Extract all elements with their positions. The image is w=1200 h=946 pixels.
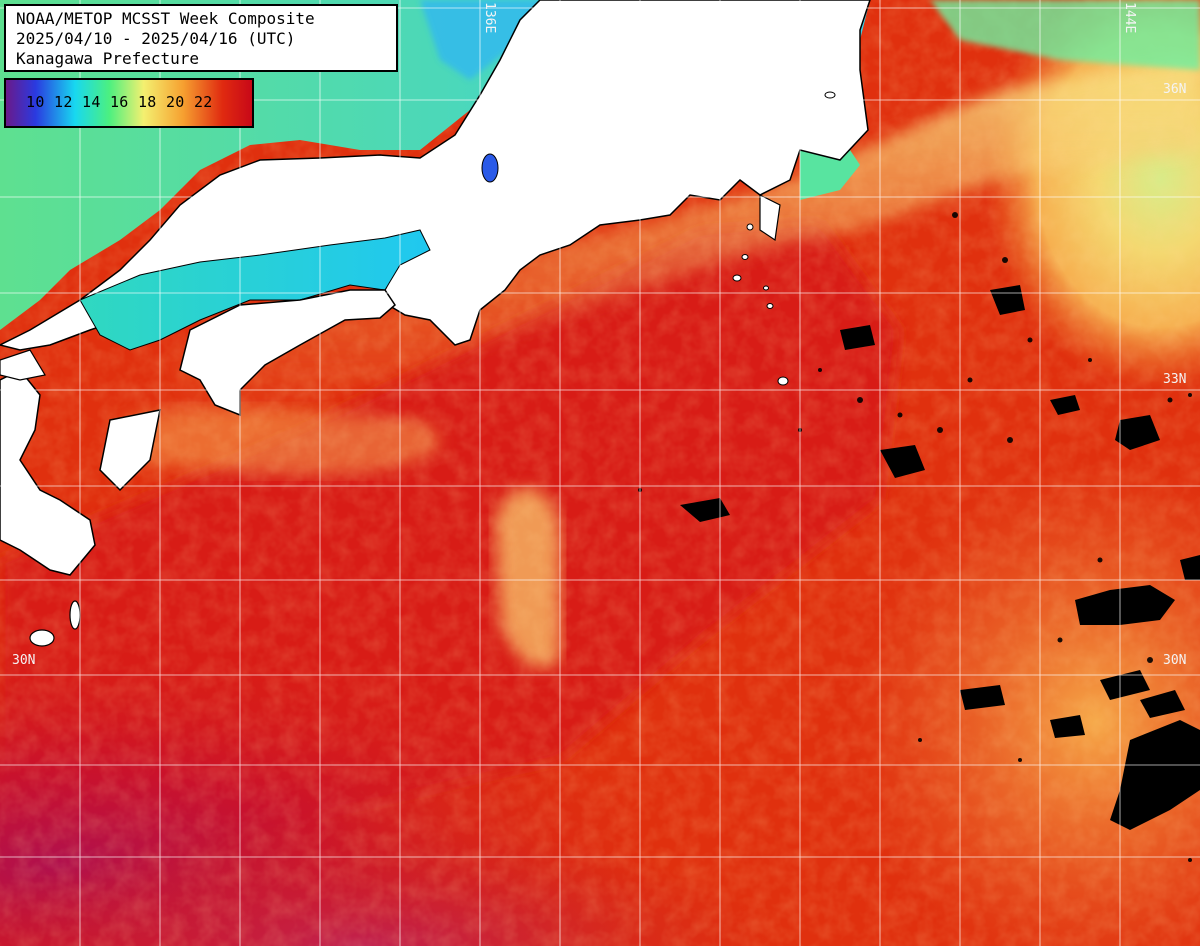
- title-box: NOAA/METOP MCSST Week Composite 2025/04/…: [4, 4, 398, 72]
- inland-sea: [79, 229, 431, 351]
- lon-label-136e: 136E: [482, 2, 497, 34]
- island: [29, 629, 55, 647]
- title-line-1: NOAA/METOP MCSST Week Composite: [16, 9, 315, 28]
- title-line-3: Kanagawa Prefecture: [16, 49, 200, 68]
- land-kyushu: [0, 369, 96, 576]
- lat-label-33n: 33N: [1163, 372, 1187, 387]
- title-line-2: 2025/04/10 - 2025/04/16 (UTC): [16, 29, 296, 48]
- lon-label-144e: 144E: [1122, 2, 1137, 34]
- lat-label-30n-left: 30N: [12, 653, 36, 668]
- land-shikoku: [179, 289, 396, 417]
- color-scale-legend: 10 12 14 16 18 20 22: [4, 78, 254, 128]
- cloud-mask: [680, 285, 1200, 830]
- color-scale-labels: 10 12 14 16 18 20 22: [26, 93, 213, 111]
- color-scale-bar: [6, 80, 252, 126]
- lat-label-36n: 36N: [1163, 82, 1187, 97]
- lat-label-30n-right: 30N: [1163, 653, 1187, 668]
